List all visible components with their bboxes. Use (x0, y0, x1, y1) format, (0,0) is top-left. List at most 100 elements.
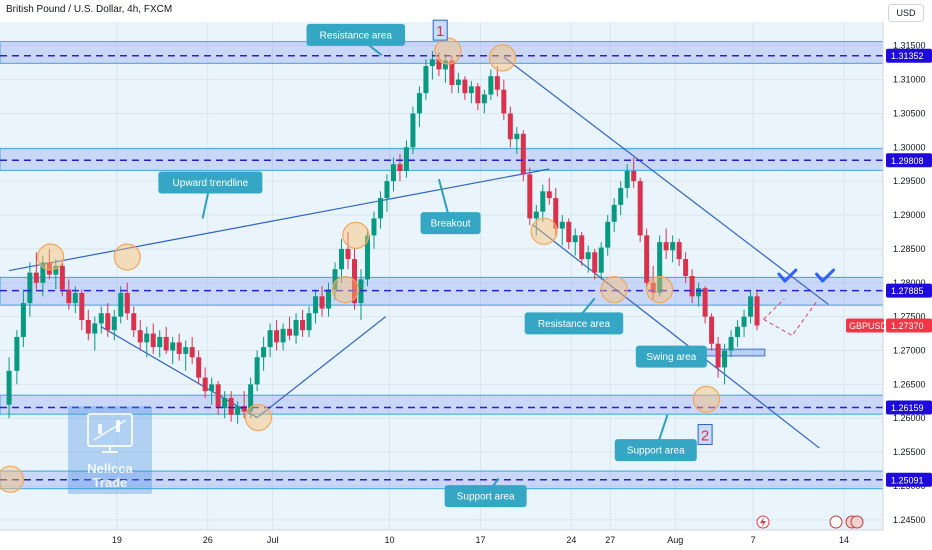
candle (462, 76, 468, 100)
candle (748, 289, 754, 324)
candle (40, 255, 46, 297)
candle (514, 126, 520, 155)
last-price-tag-text: 1.27370 (891, 321, 924, 331)
y-tick-label: 1.27500 (893, 312, 926, 322)
price-level-tag-text: 1.26159 (891, 403, 924, 413)
annotation[interactable]: Support area (614, 414, 697, 462)
candle-body (618, 187, 624, 205)
candle-body (709, 316, 715, 344)
candle-body (228, 397, 234, 415)
candle-body (6, 370, 12, 405)
annotation[interactable]: Support area (444, 477, 527, 508)
price-level-tag: 1.27885 (886, 283, 932, 298)
annotation[interactable]: Upward trendline (158, 171, 263, 219)
x-tick-label: Jul (267, 535, 279, 545)
price-level-tag: 1.25091 (886, 472, 932, 487)
candle-body (163, 336, 169, 351)
candle-body (605, 221, 611, 248)
candle (390, 157, 396, 192)
candle (689, 269, 695, 304)
candle-body (293, 320, 299, 336)
candle-body (183, 347, 189, 354)
candle-body (702, 288, 708, 317)
annotation-box[interactable] (158, 171, 263, 194)
annotation[interactable]: Resistance area (306, 23, 406, 56)
x-tick-label: 17 (475, 535, 485, 545)
annotation[interactable]: Resistance area (524, 297, 624, 335)
candle (235, 401, 241, 424)
candle-body (20, 303, 26, 337)
candle (124, 282, 130, 321)
annotation[interactable]: Breakout (420, 178, 481, 235)
symbol-tag-text: GBPUSD (849, 321, 888, 331)
y-tick-label: 1.29500 (893, 176, 926, 186)
candle (722, 343, 728, 385)
candle-body (559, 221, 565, 229)
annotation-label: Breakout (431, 219, 471, 230)
price-level-tag: 1.26159 (886, 400, 932, 415)
annotation[interactable]: Swing area (635, 345, 707, 368)
candle (345, 231, 351, 270)
annotation-box[interactable] (635, 345, 707, 368)
price-level-tag-text: 1.25091 (891, 475, 924, 485)
candle-body (397, 164, 403, 172)
candle (280, 323, 286, 351)
checkmark-icon (815, 268, 836, 283)
candle-body (676, 242, 682, 260)
y-tick-label: 1.30000 (893, 142, 926, 152)
candle-body (722, 350, 728, 368)
candle-body (585, 252, 591, 260)
candle (27, 262, 33, 317)
candle-body (85, 320, 91, 334)
point-label-text: 1 (436, 23, 444, 40)
candle (306, 306, 312, 337)
price-axis[interactable] (883, 0, 932, 550)
projection-path (763, 299, 819, 337)
time-axis[interactable] (0, 530, 883, 550)
candle-body (748, 296, 754, 317)
currency-button[interactable]: USD (888, 4, 924, 22)
candle (410, 106, 416, 155)
highlight-circle (244, 403, 273, 432)
candle-body (494, 76, 500, 90)
candle-body (287, 328, 293, 336)
us-flag-event-icon-3[interactable] (850, 515, 864, 529)
candle (735, 320, 741, 348)
candle-body (462, 79, 468, 94)
point-label: 1 (432, 19, 448, 41)
candle-body (79, 292, 85, 321)
candle-body (384, 181, 390, 199)
annotation-box[interactable] (444, 485, 527, 508)
candle-body (189, 347, 195, 358)
highlight-circle (530, 217, 558, 245)
candle (715, 336, 721, 378)
candle (501, 79, 507, 121)
annotation-box[interactable] (420, 212, 481, 235)
candle (553, 187, 559, 236)
candle-body (735, 326, 741, 337)
candle (20, 289, 26, 348)
annotation-box[interactable] (306, 23, 406, 46)
y-tick-label: 1.27000 (893, 346, 926, 356)
candle-body (14, 336, 20, 371)
annotation-box[interactable] (524, 312, 624, 335)
upward-trendline (8, 168, 550, 272)
watermark-line1: Nellcca (87, 461, 133, 476)
candle-body (520, 133, 526, 175)
price-level-tag: 1.29808 (886, 153, 932, 168)
watermark-icon (87, 413, 133, 453)
candle-body (650, 282, 656, 293)
candle-body (40, 262, 46, 283)
us-flag-event-icon[interactable] (829, 515, 843, 529)
channel-upper (503, 56, 829, 305)
annotation-box[interactable] (614, 439, 697, 462)
candle-body (215, 384, 221, 409)
candle-body (501, 89, 507, 114)
candle (624, 164, 630, 199)
candle-body (468, 86, 474, 94)
highlight-circle (331, 275, 360, 304)
candle (527, 167, 533, 226)
x-tick-label: Aug (667, 535, 683, 545)
candle (98, 306, 104, 334)
